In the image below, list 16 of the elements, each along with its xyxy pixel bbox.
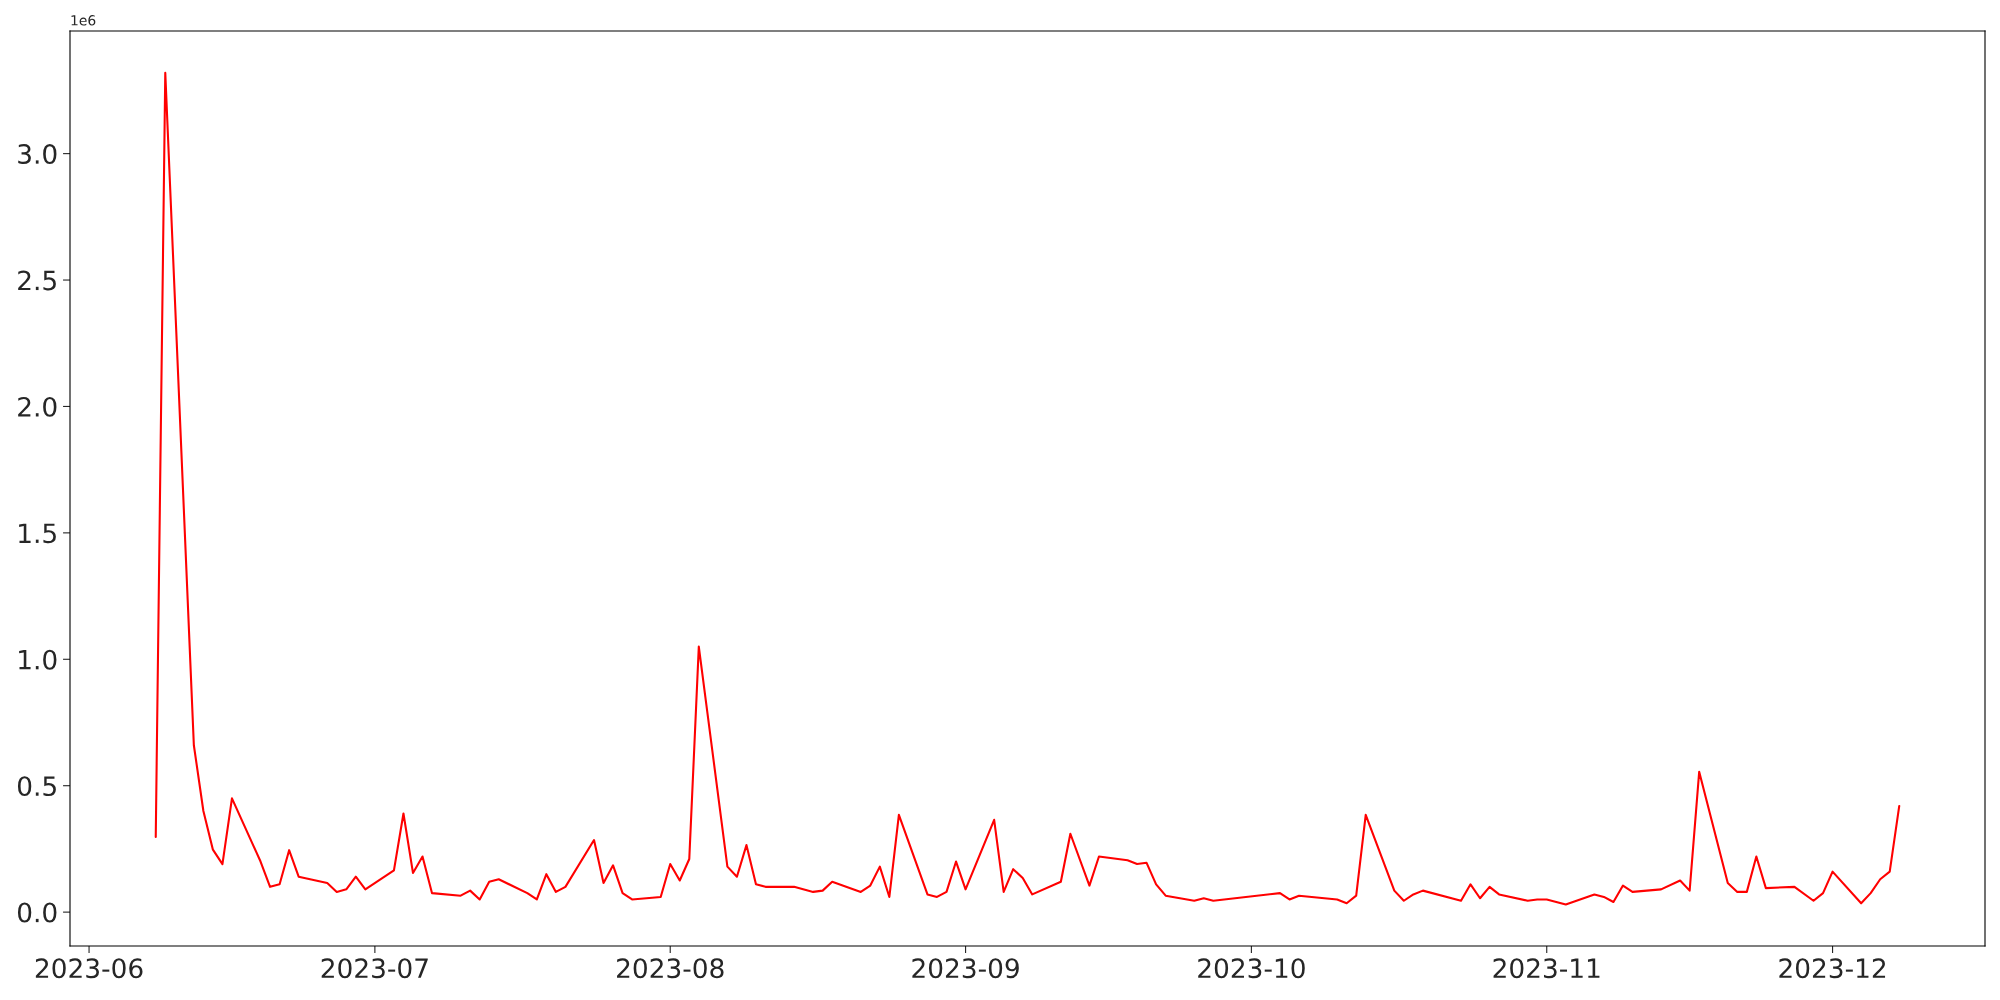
- y-tick-label: 3.0: [18, 144, 57, 165]
- x-tick-label: 2023-08: [617, 958, 724, 979]
- y-tick-label: 0.0: [17, 902, 57, 923]
- x-tick-label: 2023-09: [912, 958, 1019, 979]
- x-tick-label: 2023-07: [321, 958, 428, 979]
- x-tick-label: 2023-06: [35, 958, 143, 979]
- y-tick-label: 2.5: [18, 270, 56, 291]
- x-tick-label: 2023-11: [1493, 958, 1600, 979]
- y-tick-label: 1.5: [19, 523, 56, 544]
- text: 1e6: [71, 15, 96, 26]
- y-tick-label: 1.0: [19, 649, 57, 670]
- y-tick-label: 0.5: [17, 776, 56, 797]
- y-tick-label: 2.0: [18, 396, 57, 417]
- x-tick-label: 2023-12: [1779, 958, 1886, 979]
- x-tick-label: 2023-10: [1198, 958, 1305, 979]
- line-series: [154, 71, 1901, 906]
